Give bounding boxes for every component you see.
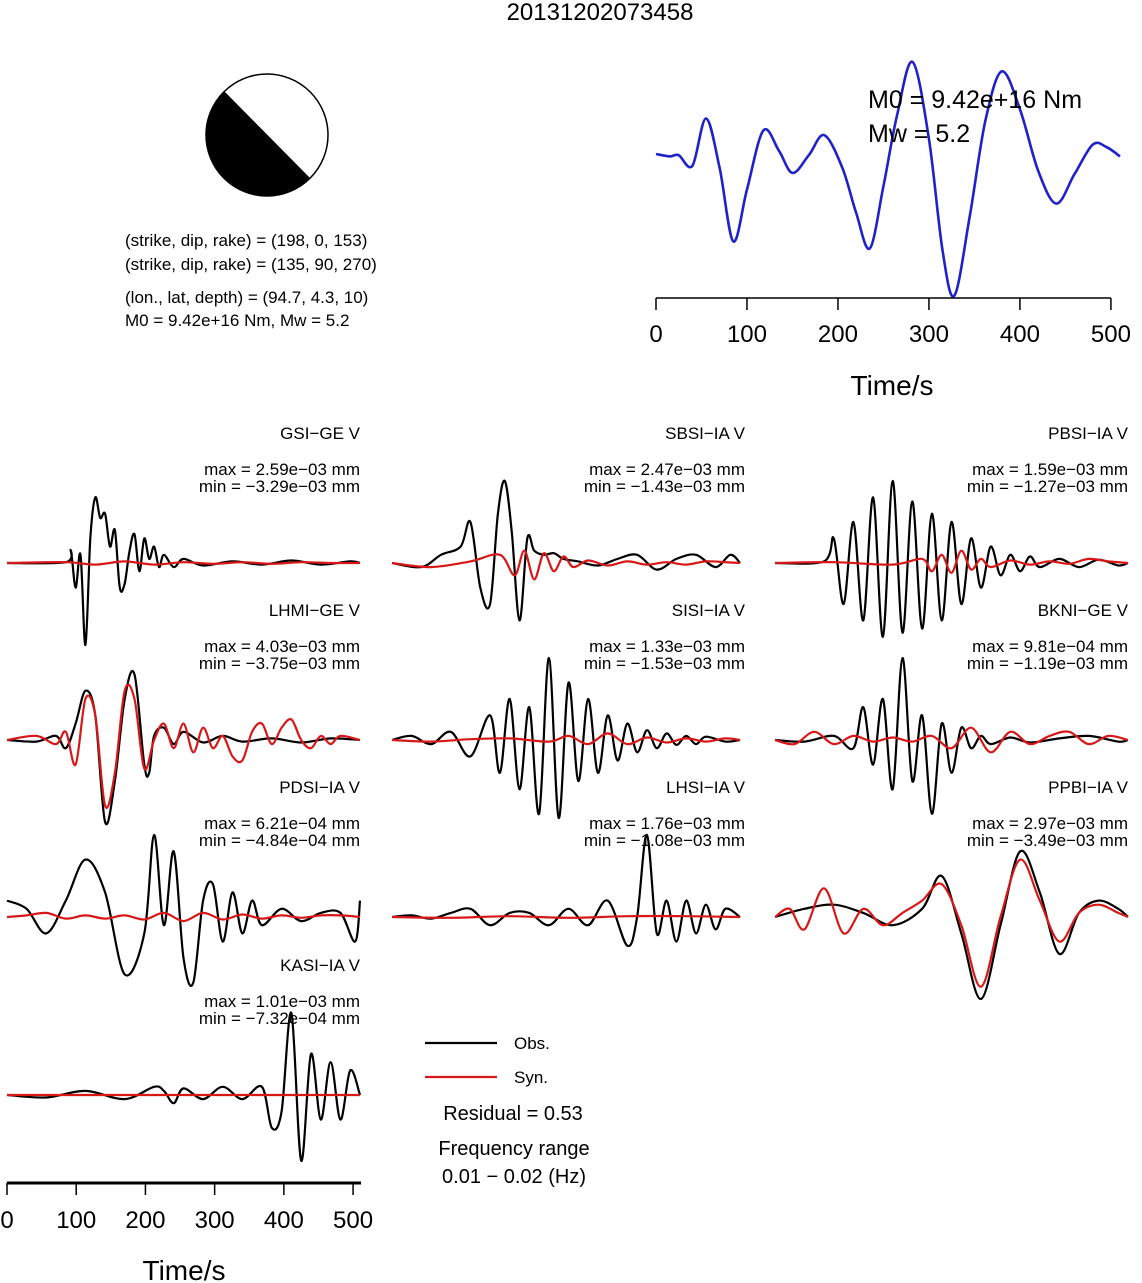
stf-axis: 0 100 200 300 400 500 — [649, 297, 1131, 348]
observed-trace — [774, 849, 1129, 1001]
legend-syn-label: Syn. — [514, 1068, 548, 1087]
stf-panel — [655, 60, 1121, 298]
observed-trace — [6, 496, 361, 647]
synthetic-trace — [6, 911, 361, 923]
synthetic-trace — [6, 560, 361, 566]
bottom-tick-label: 100 — [56, 1207, 96, 1234]
station-min-amplitude: min = −4.84e−04 mm — [199, 831, 360, 850]
station-title: KASI−IA V — [280, 956, 361, 975]
stf-tick-label: 0 — [649, 321, 662, 348]
station-title: GSI−GE V — [280, 424, 360, 443]
synthetic-trace — [391, 914, 741, 919]
station-min-amplitude: min = −3.29e−03 mm — [199, 477, 360, 496]
legend: Obs. Syn. Residual = 0.53 Frequency rang… — [425, 1034, 590, 1188]
mechanism-line-4: M0 = 9.42e+16 Nm, Mw = 5.2 — [125, 311, 349, 330]
bottom-tick-label: 200 — [125, 1207, 165, 1234]
stf-tick-label: 100 — [727, 321, 767, 348]
station-min-amplitude: min = −1.27e−03 mm — [967, 477, 1128, 496]
synthetic-trace — [391, 732, 741, 746]
station-max-amplitude: max = 1.76e−03 mm — [589, 814, 745, 833]
observed-trace — [391, 833, 741, 948]
station-title: SBSI−IA V — [665, 424, 746, 443]
synthetic-trace — [774, 726, 1129, 754]
station-title: SISI−IA V — [672, 601, 746, 620]
station-min-amplitude: min = −1.08e−03 mm — [584, 831, 745, 850]
station-max-amplitude: max = 1.01e−03 mm — [204, 992, 360, 1011]
station-min-amplitude: min = −1.43e−03 mm — [584, 477, 745, 496]
station-title: LHMI−GE V — [269, 601, 361, 620]
station-max-amplitude: max = 2.59e−03 mm — [204, 460, 360, 479]
frequency-title: Frequency range — [438, 1138, 589, 1160]
stf-series-line — [655, 60, 1121, 298]
station-title: PDSI−IA V — [279, 778, 360, 797]
beachball — [205, 73, 329, 197]
observed-trace — [6, 1011, 362, 1162]
page-title: 20131202073458 — [507, 0, 694, 26]
bottom-tick-label: 0 — [0, 1207, 13, 1234]
station-min-amplitude: min = −3.75e−03 mm — [199, 654, 360, 673]
station-max-amplitude: max = 2.47e−03 mm — [589, 460, 745, 479]
beachball-compressional-quadrant — [205, 91, 310, 196]
stf-tick-label: 300 — [909, 321, 949, 348]
station-max-amplitude: max = 1.33e−03 mm — [589, 637, 745, 656]
synthetic-trace — [774, 549, 1129, 574]
station-min-amplitude: min = −1.19e−03 mm — [967, 654, 1128, 673]
stf-tick-label: 500 — [1091, 321, 1131, 348]
bottom-tick-label: 400 — [264, 1207, 304, 1234]
frequency-range: 0.01 − 0.02 (Hz) — [442, 1166, 586, 1188]
bottom-time-axis: 0 100 200 300 400 500 — [0, 1181, 373, 1234]
station-max-amplitude: max = 1.59e−03 mm — [972, 460, 1128, 479]
stf-mw-label: Mw = 5.2 — [868, 120, 970, 148]
stf-m0-label: M0 = 9.42e+16 Nm — [868, 86, 1082, 114]
station-title: PBSI−IA V — [1048, 424, 1129, 443]
mechanism-line-1: (strike, dip, rake) = (198, 0, 153) — [125, 231, 367, 250]
synthetic-trace — [6, 683, 361, 809]
legend-obs-label: Obs. — [514, 1034, 550, 1053]
synthetic-trace — [774, 858, 1129, 988]
station-max-amplitude: max = 4.03e−03 mm — [204, 637, 360, 656]
bottom-xlabel: Time/s — [143, 1255, 226, 1283]
bottom-tick-label: 300 — [195, 1207, 235, 1234]
station-max-amplitude: max = 2.97e−03 mm — [972, 814, 1128, 833]
mechanism-line-3: (lon., lat, depth) = (94.7, 4.3, 10) — [125, 288, 368, 307]
synthetic-trace — [391, 549, 741, 581]
station-title: BKNI−GE V — [1038, 601, 1129, 620]
station-min-amplitude: min = −1.53e−03 mm — [584, 654, 745, 673]
stf-tick-label: 200 — [818, 321, 858, 348]
stf-xlabel: Time/s — [851, 370, 934, 401]
station-min-amplitude: min = −3.49e−03 mm — [967, 831, 1128, 850]
station-max-amplitude: max = 6.21e−04 mm — [204, 814, 360, 833]
stf-tick-label: 400 — [1000, 321, 1040, 348]
observed-trace — [391, 479, 741, 622]
station-title: PPBI−IA V — [1048, 778, 1129, 797]
residual-label: Residual = 0.53 — [443, 1103, 583, 1125]
bottom-tick-label: 500 — [333, 1207, 373, 1234]
observed-trace — [774, 479, 1129, 638]
station-min-amplitude: min = −7.32e−04 mm — [199, 1009, 360, 1028]
station-max-amplitude: max = 9.81e−04 mm — [972, 637, 1128, 656]
mechanism-line-2: (strike, dip, rake) = (135, 90, 270) — [125, 255, 377, 274]
station-title: LHSI−IA V — [666, 778, 746, 797]
